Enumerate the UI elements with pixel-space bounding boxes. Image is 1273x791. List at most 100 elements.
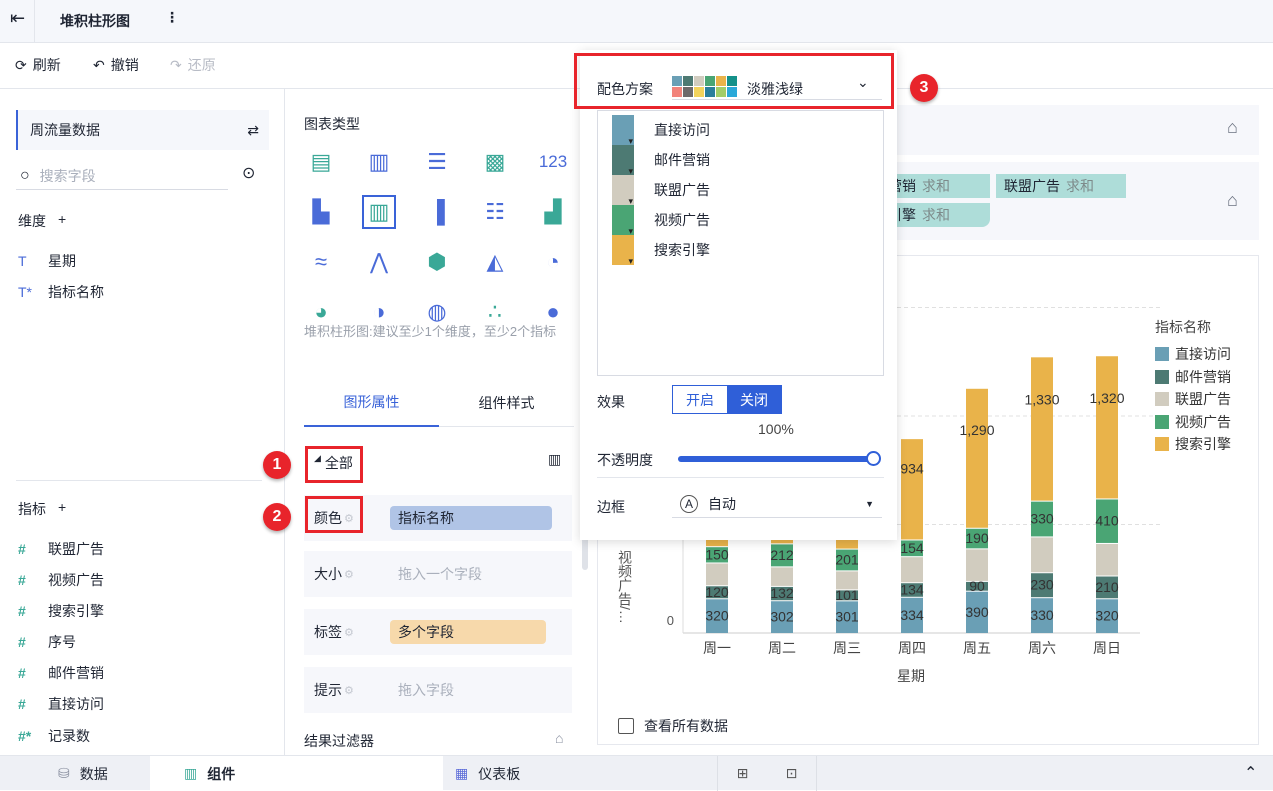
color-swatch-dropdown[interactable]: [612, 235, 634, 267]
chart-type-option[interactable]: ☷: [485, 199, 505, 224]
checkbox[interactable]: [618, 718, 634, 734]
clear-icon[interactable]: ⌂: [1227, 190, 1238, 210]
chart-type-option[interactable]: ☰: [427, 149, 447, 174]
measure-item[interactable]: # 联盟广告: [18, 539, 104, 559]
bar-segment[interactable]: [901, 597, 923, 633]
bar-segment[interactable]: [706, 547, 728, 563]
measure-item[interactable]: # 序号: [18, 632, 76, 652]
undo-button[interactable]: ↶ 撤销: [93, 55, 139, 75]
bar-segment[interactable]: [901, 439, 923, 540]
border-select[interactable]: A 自动 ▼: [672, 490, 882, 518]
bar-segment[interactable]: [1096, 499, 1118, 543]
bar-segment[interactable]: [1096, 543, 1118, 576]
chart-type-option[interactable]: ▥: [368, 149, 390, 174]
add-dimension-icon[interactable]: +: [58, 211, 67, 227]
bar-segment[interactable]: [966, 549, 988, 581]
bar-segment[interactable]: [771, 544, 793, 567]
opacity-slider[interactable]: [678, 451, 881, 466]
bar-segment[interactable]: [836, 571, 858, 590]
more-icon[interactable]: ⋮: [165, 9, 179, 25]
dimension-item[interactable]: T* 指标名称: [18, 282, 104, 302]
chart-type-option[interactable]: ▙: [312, 199, 330, 224]
bar-segment[interactable]: [1031, 501, 1053, 537]
gear-icon[interactable]: ⚙: [344, 684, 354, 697]
bar-segment[interactable]: [706, 586, 728, 599]
size-drop-zone[interactable]: 拖入一个字段: [398, 566, 482, 582]
add-measure-icon[interactable]: +: [58, 499, 67, 515]
brush-icon[interactable]: ⌂: [555, 730, 564, 746]
search-field[interactable]: ○ 搜索字段: [16, 162, 228, 190]
gear-icon[interactable]: ⚙: [344, 626, 354, 639]
bar-segment[interactable]: [836, 590, 858, 601]
slider-handle[interactable]: [866, 451, 881, 466]
tab-dashboard[interactable]: ▦ 仪表板: [455, 756, 520, 791]
series-color-item[interactable]: 联盟广告: [612, 175, 710, 207]
measure-item[interactable]: # 直接访问: [18, 694, 104, 714]
bar-segment[interactable]: [966, 581, 988, 591]
color-swatch-dropdown[interactable]: [612, 115, 634, 147]
tooltip-drop-zone[interactable]: 拖入字段: [398, 682, 454, 698]
scheme-select[interactable]: 淡雅浅绿 ⌄: [672, 74, 882, 100]
dataset-selector[interactable]: 周流量数据 ⇄: [16, 110, 269, 150]
redo-button[interactable]: ↷ 还原: [170, 55, 216, 75]
bar-segment[interactable]: [1031, 573, 1053, 598]
label-row[interactable]: 标签 ⚙ 多个字段: [304, 609, 572, 655]
bar-segment[interactable]: [836, 601, 858, 633]
bar-segment[interactable]: [1031, 598, 1053, 633]
chart-type-option[interactable]: ∴: [488, 299, 502, 324]
bar-segment[interactable]: [771, 567, 793, 586]
chart-type-option[interactable]: ◭: [486, 249, 504, 274]
measure-item[interactable]: # 搜索引擎: [18, 601, 104, 621]
chart-type-option[interactable]: ▤: [310, 149, 332, 174]
measure-item[interactable]: #* 记录数: [18, 726, 90, 746]
measure-item[interactable]: # 邮件营销: [18, 663, 104, 683]
clear-icon[interactable]: ⌂: [1227, 117, 1238, 137]
bar-segment[interactable]: [771, 601, 793, 633]
measure-chip[interactable]: 营销 求和: [880, 174, 990, 198]
bar-segment[interactable]: [966, 528, 988, 549]
bar-segment[interactable]: [1096, 576, 1118, 599]
chart-type-option[interactable]: ◍: [427, 299, 447, 324]
bar-segment[interactable]: [771, 586, 793, 601]
tab-graphic-properties[interactable]: 图形属性: [304, 379, 439, 427]
chevron-down-icon[interactable]: ⌄: [857, 74, 869, 90]
tab-component[interactable]: ▥ 组件: [150, 756, 443, 791]
chart-type-option[interactable]: ⋀: [369, 249, 389, 274]
bar-segment[interactable]: [901, 557, 923, 583]
chart-type-option[interactable]: ≈: [314, 249, 328, 274]
tooltip-row[interactable]: 提示 ⚙ 拖入字段: [304, 667, 572, 713]
legend-item[interactable]: 邮件营销: [1155, 367, 1231, 387]
exit-icon[interactable]: ⇤: [10, 8, 26, 28]
color-swatch-dropdown[interactable]: [612, 175, 634, 207]
color-swatch-dropdown[interactable]: [612, 205, 634, 237]
tab-data[interactable]: ⛁ 数据: [58, 756, 108, 791]
add-dashboard-icon[interactable]: ⊡: [785, 765, 798, 781]
chart-type-option[interactable]: ◔: [546, 249, 560, 274]
gear-icon[interactable]: ⚙: [344, 512, 354, 525]
measure-item[interactable]: # 视频广告: [18, 570, 104, 590]
chart-type-option[interactable]: ◕: [314, 299, 328, 324]
legend-item[interactable]: 搜索引擎: [1155, 434, 1231, 454]
series-color-item[interactable]: 搜索引擎: [612, 235, 710, 267]
add-component-icon[interactable]: ⊞: [736, 765, 749, 781]
chart-type-option[interactable]: ●: [546, 299, 560, 324]
scrollbar[interactable]: [582, 510, 588, 570]
color-field-pill[interactable]: 指标名称: [390, 506, 552, 530]
chart-type-option[interactable]: ◑: [372, 299, 386, 324]
bar-segment[interactable]: [901, 540, 923, 557]
expand-up-icon[interactable]: ⌃: [1244, 765, 1258, 782]
divider[interactable]: [16, 480, 262, 481]
view-all-data[interactable]: 查看所有数据: [618, 716, 728, 736]
effect-on-button[interactable]: 开启: [686, 391, 714, 408]
bar-segment[interactable]: [901, 583, 923, 597]
legend-item[interactable]: 视频广告: [1155, 412, 1231, 432]
search-input[interactable]: 搜索字段: [39, 167, 96, 184]
effect-off-button[interactable]: 关闭: [727, 386, 781, 413]
series-color-item[interactable]: 邮件营销: [612, 145, 710, 177]
tab-component-style[interactable]: 组件样式: [478, 395, 535, 411]
legend-item[interactable]: 联盟广告: [1155, 389, 1231, 409]
bar-segment[interactable]: [1031, 537, 1053, 573]
label-field-pill[interactable]: 多个字段: [390, 620, 546, 644]
bar-segment[interactable]: [1031, 357, 1053, 501]
gear-icon[interactable]: ⚙: [344, 568, 354, 581]
